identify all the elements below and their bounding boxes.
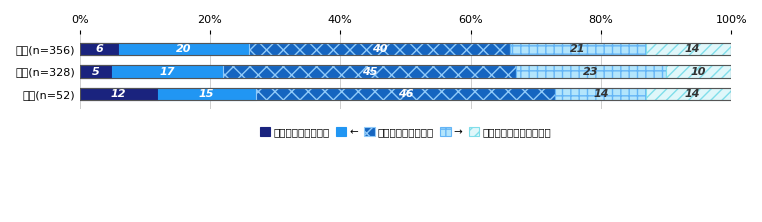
Text: 23: 23 [584, 67, 599, 77]
Text: 45: 45 [362, 67, 377, 77]
Legend: 裕福なほうだと思う, ←, どちらともいえない, →, 生活にとても困っている: 裕福なほうだと思う, ←, どちらともいえない, →, 生活にとても困っている [255, 123, 555, 141]
Bar [158, 88, 255, 101]
Bar [79, 88, 158, 101]
Bar [79, 65, 112, 78]
Bar [79, 65, 732, 78]
Bar [249, 43, 510, 55]
Text: 46: 46 [398, 89, 413, 99]
Bar [79, 43, 732, 55]
Bar [112, 65, 223, 78]
Bar [646, 88, 738, 101]
Text: 14: 14 [593, 89, 609, 99]
Text: 5: 5 [92, 67, 100, 77]
Bar [79, 88, 732, 101]
Text: 14: 14 [684, 44, 700, 54]
Text: 40: 40 [372, 44, 387, 54]
Bar [510, 43, 646, 55]
Text: 12: 12 [111, 89, 126, 99]
Bar [516, 65, 666, 78]
Bar [79, 43, 119, 55]
Bar [119, 43, 249, 55]
Bar [646, 43, 738, 55]
Text: 15: 15 [199, 89, 214, 99]
Text: 17: 17 [160, 67, 175, 77]
Text: 20: 20 [176, 44, 191, 54]
Bar [223, 65, 516, 78]
Text: 10: 10 [691, 67, 706, 77]
Bar [666, 65, 732, 78]
Text: 6: 6 [95, 44, 103, 54]
Bar [255, 88, 555, 101]
Text: 14: 14 [684, 89, 700, 99]
Text: 21: 21 [570, 44, 586, 54]
Bar [555, 88, 646, 101]
